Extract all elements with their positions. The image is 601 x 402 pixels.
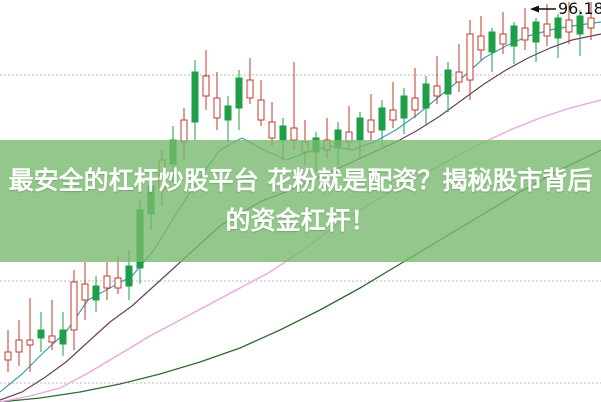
candlestick: [202, 50, 210, 110]
candle-body: [411, 97, 419, 111]
candle-body: [510, 25, 518, 47]
candlestick: [224, 96, 232, 142]
candle-body: [37, 329, 45, 339]
candlestick: [246, 58, 254, 104]
candlestick: [92, 276, 100, 312]
candle-body: [235, 77, 243, 109]
candle-body: [257, 99, 265, 121]
candle-body: [455, 71, 463, 83]
candle-body: [400, 95, 408, 119]
candlestick: [433, 56, 441, 104]
candlestick: [499, 12, 507, 54]
candlestick: [444, 62, 452, 112]
candlestick: [257, 80, 265, 126]
candle-body: [268, 121, 276, 139]
candlestick: [576, 10, 584, 56]
candlestick: [268, 102, 276, 146]
candlestick: [554, 14, 562, 58]
candlestick: [422, 76, 430, 126]
candlestick: [37, 312, 45, 352]
candle-body: [565, 19, 573, 33]
candlestick: [191, 60, 199, 140]
candlestick: [213, 72, 221, 130]
candle-body: [356, 117, 364, 141]
headline-text: 最安全的杠杆炒股平台 花粉就是配资？揭秘股市背后的资金杠杆！: [8, 166, 593, 235]
candle-body: [103, 275, 111, 289]
candle-body: [279, 125, 287, 141]
candle-body: [15, 339, 23, 353]
candlestick: [367, 94, 375, 140]
candlestick: [114, 256, 122, 294]
candle-body: [488, 31, 496, 53]
candle-body: [521, 27, 529, 41]
candle-body: [202, 75, 210, 97]
candle-body: [114, 277, 122, 289]
candle-body: [59, 329, 67, 345]
candlestick: [26, 298, 34, 372]
candlestick: [455, 44, 463, 92]
candle-body: [576, 15, 584, 35]
candle-body: [532, 21, 540, 43]
candlestick-series: [4, 2, 595, 372]
candle-body: [70, 281, 78, 331]
candle-body: [4, 351, 12, 361]
candle-body: [554, 17, 562, 39]
candle-body: [125, 265, 133, 287]
candle-body: [543, 23, 551, 37]
candle-body: [499, 33, 507, 45]
candlestick: [4, 330, 12, 372]
candlestick: [565, 2, 573, 44]
candle-body: [81, 283, 89, 301]
candlestick: [59, 312, 67, 356]
candlestick: [400, 88, 408, 134]
candle-body: [389, 109, 397, 121]
price-callout-label: 96.18: [558, 0, 601, 18]
candlestick: [378, 100, 386, 146]
candle-body: [444, 69, 452, 95]
candle-body: [48, 335, 56, 343]
candle-body: [378, 107, 386, 131]
candle-body: [422, 83, 430, 109]
candlestick: [488, 28, 496, 72]
candlestick: [587, 2, 595, 40]
candle-body: [224, 105, 232, 121]
headline-overlay-band: 最安全的杠杆炒股平台 花粉就是配资？揭秘股市背后的资金杠杆！: [0, 140, 601, 262]
price-callout-arrow: [530, 5, 556, 13]
candle-body: [477, 35, 485, 51]
candle-body: [92, 285, 100, 301]
chart-gridlines: [0, 74, 601, 384]
candle-body: [367, 119, 375, 133]
candlestick: [411, 68, 419, 118]
candle-body: [191, 71, 199, 123]
candle-body: [466, 33, 474, 81]
candlestick: [15, 320, 23, 366]
candle-body: [180, 119, 188, 143]
candlestick: [48, 300, 56, 350]
candle-body: [213, 97, 221, 119]
candle-body: [433, 85, 441, 97]
candle-body: [26, 339, 34, 346]
candlestick: [103, 262, 111, 300]
candlestick: [70, 270, 78, 350]
candlestick: [466, 20, 474, 100]
candle-body: [587, 17, 595, 29]
candlestick: [235, 70, 243, 130]
candlestick: [389, 82, 397, 128]
candle-body: [246, 79, 254, 99]
candle-body: [290, 127, 298, 141]
candlestick: [521, 8, 529, 50]
candlestick: [81, 262, 89, 320]
candlestick: [477, 16, 485, 60]
candlestick: [532, 18, 540, 62]
candlestick: [510, 22, 518, 64]
candlestick: [543, 4, 551, 46]
